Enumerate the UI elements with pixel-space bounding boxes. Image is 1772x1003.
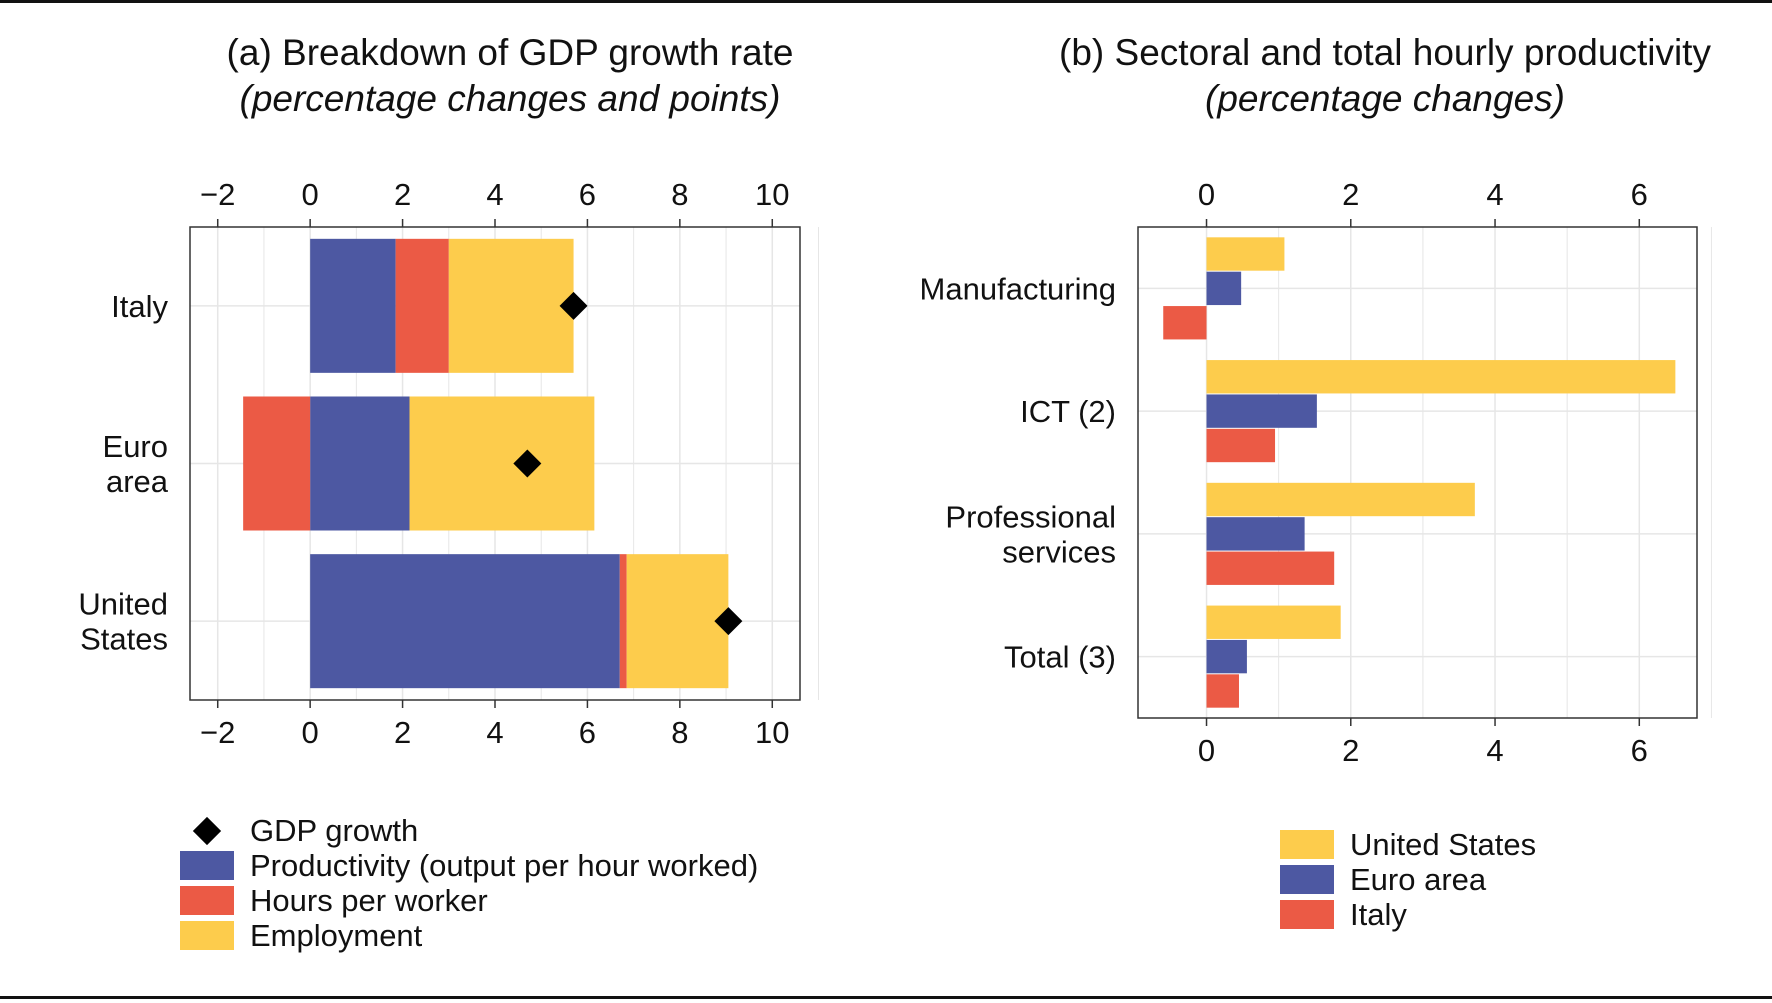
chart-a-subtitle: (percentage changes and points) <box>239 78 781 119</box>
x-tick-label-bottom: 4 <box>1486 733 1503 768</box>
italy-color-key <box>1280 900 1334 929</box>
bar-employment <box>448 238 574 373</box>
legend-item-united-states: United States <box>1280 827 1536 862</box>
legend-label: Italy <box>1350 896 1407 932</box>
x-tick-label-bottom: −2 <box>200 715 235 750</box>
category-label: Manufacturing <box>920 271 1116 306</box>
bar-euro_area <box>1206 271 1242 306</box>
x-tick-label-bottom: 2 <box>394 715 411 750</box>
bottom-rule <box>0 996 1772 999</box>
bar-italy <box>1206 551 1335 585</box>
x-tick-label-bottom: 4 <box>486 715 503 750</box>
category-label: area <box>106 464 169 499</box>
chart-a-legend: GDP growth Productivity (output per hour… <box>180 813 758 953</box>
x-tick-label-bottom: 6 <box>579 715 596 750</box>
x-tick-label-top: 6 <box>579 177 596 212</box>
category-label: United <box>78 587 168 622</box>
legend-label: Hours per worker <box>250 882 488 918</box>
gdp-growth-marker <box>513 449 542 478</box>
bar-productivity <box>310 396 410 531</box>
gdp-growth-marker <box>714 607 743 636</box>
gdp-diamond-key <box>180 816 234 845</box>
category-label: Italy <box>111 289 168 324</box>
euro-area-color-key <box>1280 865 1334 894</box>
bar-euro_area <box>1206 639 1247 674</box>
x-tick-label-top: 0 <box>1198 177 1215 212</box>
x-tick-label-top: 2 <box>394 177 411 212</box>
x-tick-label-top: 4 <box>486 177 503 212</box>
bar-employment <box>626 554 729 689</box>
legend-label: Employment <box>250 917 423 953</box>
x-tick-label-top: 6 <box>1631 177 1648 212</box>
chart-b-title: (b) Sectoral and total hourly productivi… <box>1059 32 1711 73</box>
gdp-growth-marker <box>559 291 588 320</box>
productivity-color-key <box>180 851 234 880</box>
bar-united_states <box>1206 482 1475 517</box>
bar-productivity <box>310 554 620 689</box>
legend-label: Euro area <box>1350 861 1487 897</box>
chart-b-title-block: (b) Sectoral and total hourly productivi… <box>1000 30 1770 122</box>
x-tick-label-bottom: 2 <box>1342 733 1359 768</box>
legend-item-euro-area: Euro area <box>1280 862 1536 897</box>
x-tick-label-top: 2 <box>1342 177 1359 212</box>
legend-item-hours: Hours per worker <box>180 883 758 918</box>
bar-hours <box>395 238 449 373</box>
bar-euro_area <box>1206 517 1305 551</box>
legend-item-italy: Italy <box>1280 897 1536 932</box>
bar-employment <box>409 396 595 531</box>
legend-label: Productivity (output per hour worked) <box>250 847 759 883</box>
plot-frame <box>1137 226 1698 719</box>
bar-italy <box>1163 306 1207 340</box>
x-tick-label-top: 10 <box>755 177 789 212</box>
legend-label: GDP growth <box>250 812 419 848</box>
bar-hours <box>243 396 311 531</box>
category-label: States <box>80 622 168 657</box>
legend-item-gdp: GDP growth <box>180 813 758 848</box>
category-label: Professional <box>945 499 1116 534</box>
bar-italy <box>1206 674 1239 708</box>
bar-united_states <box>1206 605 1341 639</box>
x-tick-label-top: 8 <box>671 177 688 212</box>
legend-label: United States <box>1350 826 1537 862</box>
bar-hours <box>619 554 627 689</box>
bar-productivity <box>310 238 396 373</box>
employment-color-key <box>180 921 234 950</box>
category-label: services <box>1002 534 1116 569</box>
bar-united_states <box>1206 360 1676 394</box>
category-label: ICT (2) <box>1020 394 1116 429</box>
chart-b-legend: United States Euro area Italy <box>1280 827 1536 932</box>
x-tick-label-top: 0 <box>302 177 319 212</box>
x-tick-label-bottom: 10 <box>755 715 789 750</box>
x-tick-label-bottom: 0 <box>1198 733 1215 768</box>
bar-united_states <box>1206 237 1285 271</box>
x-tick-label-bottom: 8 <box>671 715 688 750</box>
x-tick-label-top: 4 <box>1486 177 1503 212</box>
x-tick-label-bottom: 6 <box>1631 733 1648 768</box>
category-label: Total (3) <box>1004 640 1116 675</box>
bar-euro_area <box>1206 394 1317 428</box>
x-tick-label-top: −2 <box>200 177 235 212</box>
united-states-color-key <box>1280 830 1334 859</box>
legend-item-productivity: Productivity (output per hour worked) <box>180 848 758 883</box>
chart-b-subtitle: (percentage changes) <box>1205 78 1565 119</box>
legend-item-employment: Employment <box>180 918 758 953</box>
x-tick-label-bottom: 0 <box>302 715 319 750</box>
category-label: Euro <box>103 429 168 464</box>
top-rule <box>0 0 1772 3</box>
hours-color-key <box>180 886 234 915</box>
chart-a-title-block: (a) Breakdown of GDP growth rate (percen… <box>160 30 860 122</box>
chart-a-title: (a) Breakdown of GDP growth rate <box>226 32 794 73</box>
bar-italy <box>1206 428 1276 463</box>
